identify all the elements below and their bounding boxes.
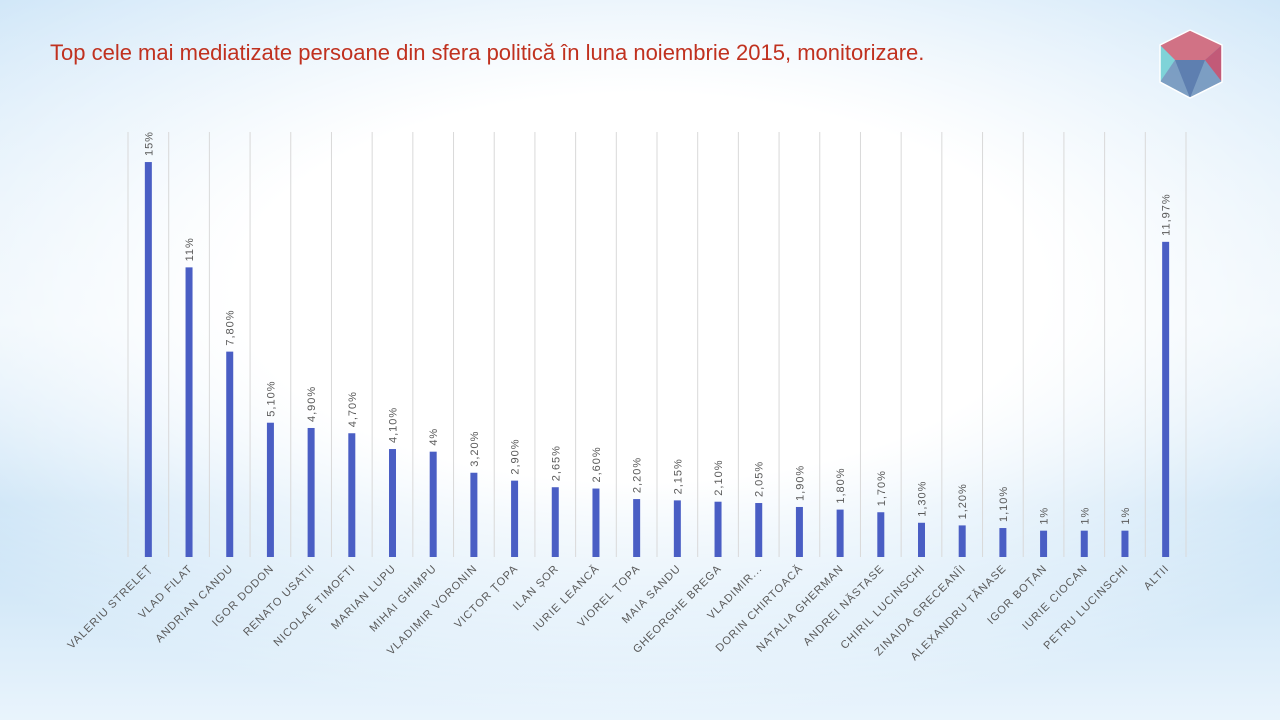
bar <box>877 512 885 557</box>
value-label: 1% <box>1079 507 1091 525</box>
value-label: 2,05% <box>754 461 766 497</box>
bar <box>226 351 234 557</box>
value-label: 1% <box>1039 507 1051 525</box>
bar <box>185 267 193 557</box>
value-label: 1,90% <box>794 465 806 501</box>
bar <box>1080 530 1088 557</box>
value-label: 4% <box>428 428 440 446</box>
value-label: 1,20% <box>957 483 969 519</box>
value-label: 1,10% <box>998 486 1010 522</box>
value-label: 11,97% <box>1161 193 1173 236</box>
bar <box>348 433 356 557</box>
value-label: 5,10% <box>265 381 277 417</box>
value-label: 1,80% <box>835 467 847 503</box>
value-label: 2,90% <box>510 438 522 474</box>
value-label: 2,65% <box>550 445 562 481</box>
bar <box>1162 241 1170 557</box>
bar <box>633 499 641 557</box>
value-label: 1% <box>1120 507 1132 525</box>
bar <box>592 488 600 557</box>
bar <box>389 449 396 557</box>
x-tick-label: RENATO USATII <box>241 563 317 639</box>
value-label: 11% <box>184 237 196 261</box>
x-tick-label: IURIE LEANCĂ <box>530 562 602 634</box>
bar <box>755 503 763 557</box>
value-label: 2,20% <box>632 457 644 493</box>
x-tick-label: NICOLAE TIMOFTI <box>272 563 358 649</box>
x-tick-label: ALTII <box>1142 563 1172 593</box>
bar <box>714 501 722 557</box>
value-label: 1,70% <box>876 470 888 506</box>
bar <box>266 422 274 557</box>
bar <box>1121 530 1129 557</box>
bar <box>795 506 803 557</box>
chart-title: Top cele mai mediatizate persoane din sf… <box>50 40 925 65</box>
bar <box>429 451 437 557</box>
bar <box>999 528 1007 557</box>
bar <box>470 472 478 557</box>
bar <box>673 500 681 557</box>
bar <box>511 480 519 557</box>
bar <box>551 487 559 557</box>
value-label: 2,15% <box>672 458 684 494</box>
value-label: 2,10% <box>713 460 725 496</box>
bar <box>836 509 844 557</box>
bar <box>144 162 152 558</box>
value-label: 4,90% <box>306 386 318 422</box>
value-label: 1,30% <box>917 481 929 517</box>
x-tick-label: ANDREI NĂSTASE <box>801 562 887 648</box>
value-label: 7,80% <box>225 309 237 345</box>
bar <box>918 522 925 557</box>
bar <box>1040 530 1048 557</box>
value-label: 4,10% <box>388 407 400 443</box>
value-label: 2,60% <box>591 446 603 482</box>
x-tick-label: ANDRIAN CANDU <box>153 563 236 646</box>
value-label: 15% <box>143 131 155 156</box>
bar <box>958 525 966 557</box>
value-label: 3,20% <box>469 431 481 467</box>
value-label: 4,70% <box>347 391 359 427</box>
logo <box>1159 29 1223 99</box>
x-tick-label: PETRU LUCINSCHI <box>1042 563 1132 653</box>
bar <box>307 427 315 557</box>
